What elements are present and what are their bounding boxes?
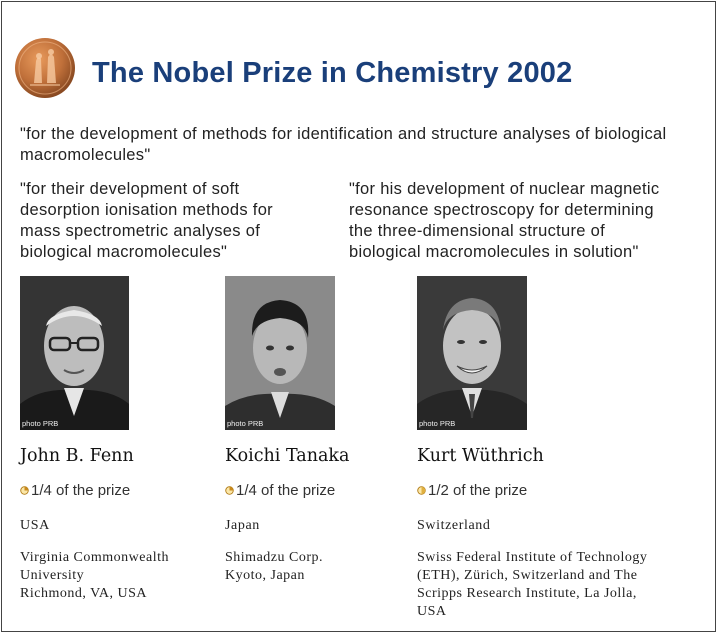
photo-credit: photo PRB xyxy=(419,419,456,428)
citation-left: "for their development of soft desorptio… xyxy=(20,179,330,263)
prize-share-text: 1/4 of the prize xyxy=(236,482,336,499)
prize-share: 1/4 of the prize xyxy=(225,482,335,499)
laureate-name: John B. Fenn xyxy=(20,446,134,466)
citation-right: "for his development of nuclear magnetic… xyxy=(349,179,709,263)
laureate-photo-fenn: photo PRB xyxy=(20,276,129,430)
citation-line: biological macromolecules" xyxy=(20,243,228,261)
citation-line: "for their development of soft xyxy=(20,180,240,198)
citation-line: resonance spectroscopy for determining xyxy=(349,201,654,219)
laureate-country: USA xyxy=(20,518,50,533)
quarter-pie-icon xyxy=(20,486,29,495)
photo-credit: photo PRB xyxy=(227,419,264,428)
affiliation-line: (ETH), Zürich, Switzerland and The xyxy=(417,568,638,583)
main-citation: "for the development of methods for iden… xyxy=(20,125,667,164)
laureate-name: Koichi Tanaka xyxy=(225,446,350,466)
laureate-name: Kurt Wüthrich xyxy=(417,446,544,466)
laureate-affiliation: Virginia Commonwealth University Richmon… xyxy=(20,549,169,603)
affiliation-line: Richmond, VA, USA xyxy=(20,586,148,601)
affiliation-line: Virginia Commonwealth xyxy=(20,550,169,565)
affiliation-line: Scripps Research Institute, La Jolla, xyxy=(417,586,637,601)
laureate-photo-tanaka: photo PRB xyxy=(225,276,335,430)
citation-line: biological macromolecules in solution" xyxy=(349,243,639,261)
photo-credit: photo PRB xyxy=(22,419,59,428)
prize-share: 1/4 of the prize xyxy=(20,482,130,499)
affiliation-line: Kyoto, Japan xyxy=(225,568,305,583)
quarter-pie-icon xyxy=(225,486,234,495)
laureate-affiliation: Swiss Federal Institute of Technology (E… xyxy=(417,549,647,621)
prize-share-text: 1/4 of the prize xyxy=(31,482,131,499)
prize-share: 1/2 of the prize xyxy=(417,482,527,499)
affiliation-line: Shimadzu Corp. xyxy=(225,550,323,565)
affiliation-line: University xyxy=(20,568,85,583)
citation-line: the three-dimensional structure of xyxy=(349,222,605,240)
laureate-affiliation: Shimadzu Corp. Kyoto, Japan xyxy=(225,549,323,585)
page-title: The Nobel Prize in Chemistry 2002 xyxy=(92,57,573,89)
citation-line: mass spectrometric analyses of xyxy=(20,222,261,240)
half-pie-icon xyxy=(417,486,426,495)
citation-line: "for his development of nuclear magnetic xyxy=(349,180,660,198)
affiliation-line: USA xyxy=(417,604,447,619)
laureate-country: Japan xyxy=(225,518,260,533)
nobel-medal-icon xyxy=(15,38,75,98)
laureate-photo-wuthrich: photo PRB xyxy=(417,276,527,430)
citation-line: desorption ionisation methods for xyxy=(20,201,273,219)
laureate-country: Switzerland xyxy=(417,518,491,533)
prize-share-text: 1/2 of the prize xyxy=(428,482,528,499)
affiliation-line: Swiss Federal Institute of Technology xyxy=(417,550,648,565)
